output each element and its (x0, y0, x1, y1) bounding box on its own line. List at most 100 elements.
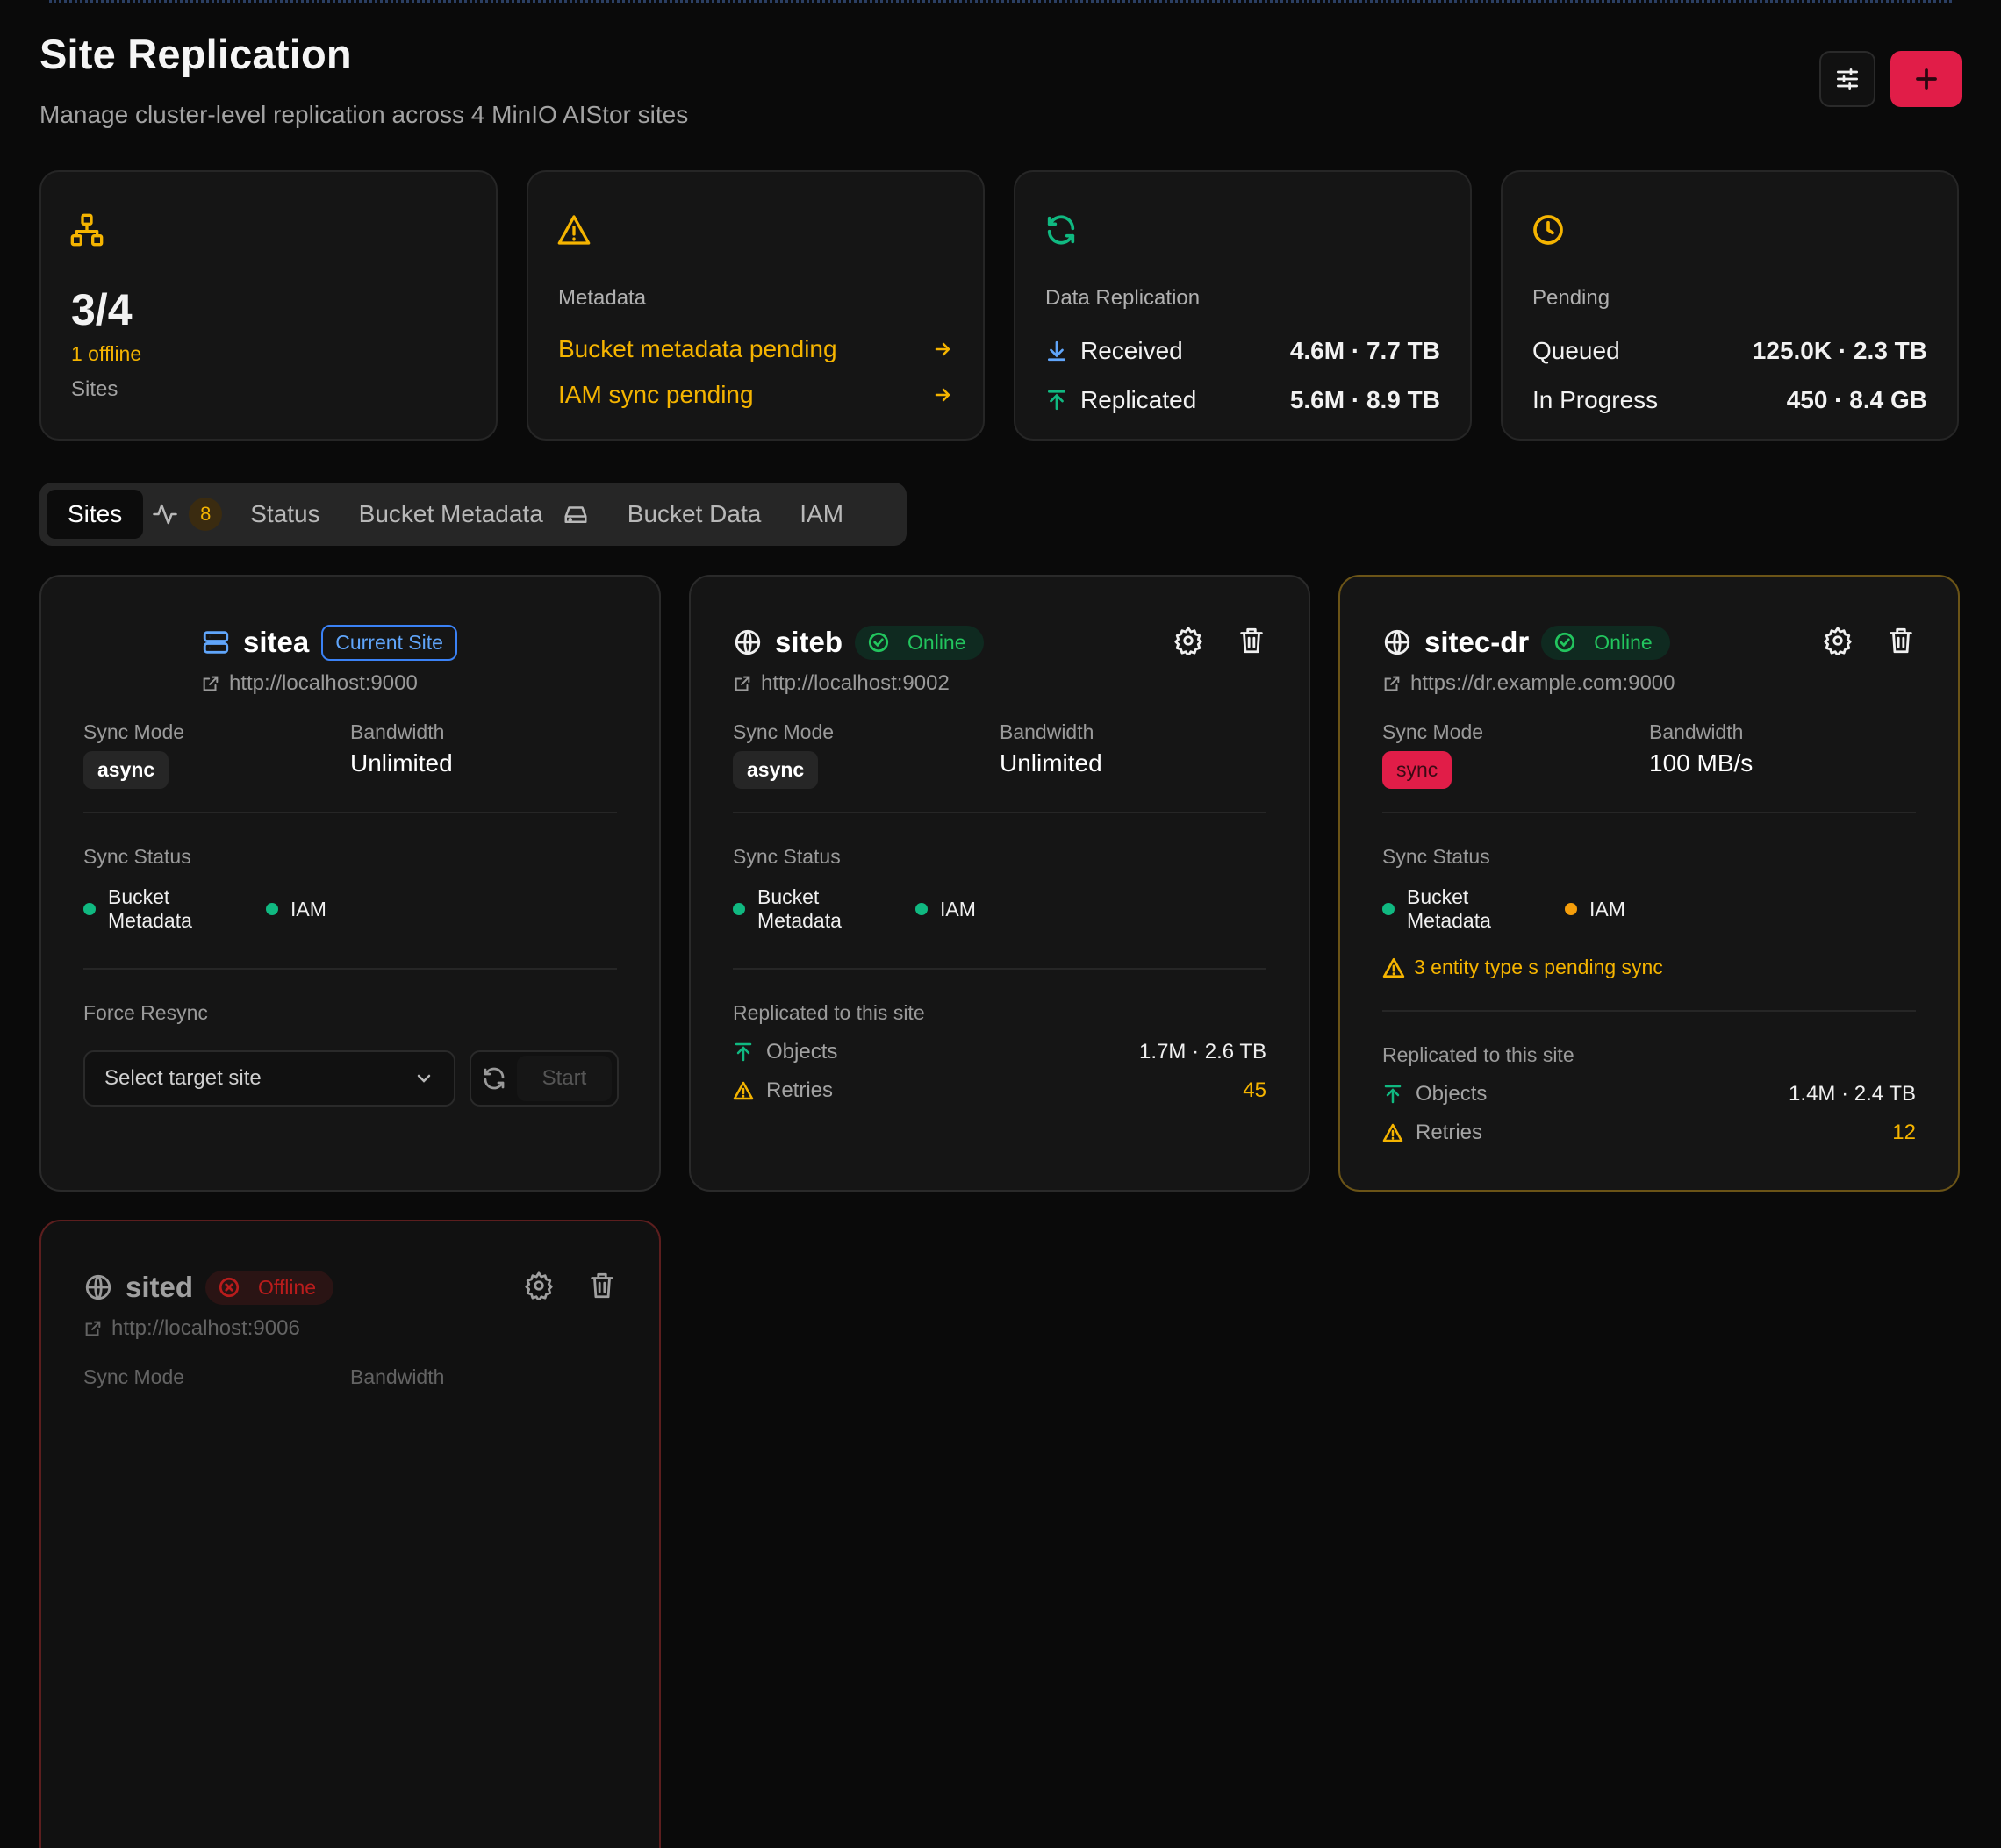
sync-status-row: Bucket Metadata IAM (1382, 885, 1625, 933)
settings-icon[interactable] (524, 1271, 554, 1300)
status-text: Offline (258, 1275, 317, 1299)
divider (733, 968, 1266, 970)
replicated-row: Replicated 5.6M · 8.9 TB (1045, 376, 1440, 425)
activity-badge: 8 (189, 498, 223, 531)
tab-activity[interactable]: 8 (143, 498, 231, 531)
site-card-header: siteb Online (733, 620, 1266, 664)
site-name: sitec-dr (1424, 626, 1530, 658)
status-dot (915, 903, 928, 915)
bucket-metadata-pending-link[interactable]: Bucket metadata pending (558, 326, 953, 372)
site-url[interactable]: http://localhost:9000 (201, 671, 418, 696)
trash-icon[interactable] (1886, 626, 1916, 655)
arrow-right-icon (935, 388, 950, 402)
site-url[interactable]: https://dr.example.com:9000 (1382, 671, 1675, 696)
in-progress-value: 450 · 8.4 GB (1786, 386, 1927, 413)
bandwidth-value: Unlimited (1000, 749, 1102, 777)
sync-mode-label: Sync Mode (733, 720, 835, 743)
site-url-text: http://localhost:9002 (761, 671, 950, 695)
pending-sync-text: 3 entity type s pending sync (1414, 956, 1663, 978)
force-resync-label: Force Resync (83, 1001, 208, 1024)
status-text: Online (1594, 630, 1653, 654)
site-card-sitec-dr: sitec-dr Online https://dr.example.com:9… (1338, 575, 1960, 1192)
resync-icon-button[interactable] (471, 1065, 517, 1092)
bucket-metadata-status-label: Bucket Metadata (757, 885, 842, 932)
refresh-icon (484, 1067, 505, 1090)
replicated-label: Replicated (1080, 386, 1197, 413)
retries-label: Retries (1416, 1121, 1483, 1144)
metadata-stat-card: Metadata Bucket metadata pending IAM syn… (527, 170, 985, 441)
in-progress-label: In Progress (1532, 386, 1659, 413)
received-value: 4.6M · 7.7 TB (1289, 337, 1440, 364)
sites-stat-card: 3/4 1 offline Sites (39, 170, 498, 441)
page-subtitle: Manage cluster-level replication across … (39, 101, 689, 128)
bandwidth-value: Unlimited (350, 749, 453, 777)
trash-icon[interactable] (1237, 626, 1266, 655)
pending-stat-card: Pending Queued 125.0K · 2.3 TB In Progre… (1501, 170, 1959, 441)
sync-status-label: Sync Status (83, 845, 191, 868)
iam-status: IAM (1565, 885, 1625, 933)
site-name: sitea (243, 626, 310, 658)
tab-bucket-data[interactable]: Bucket Data (627, 500, 762, 527)
status-dot (1382, 903, 1395, 915)
retries-label: Retries (766, 1078, 834, 1102)
objects-value: 1.4M · 2.4 TB (1789, 1082, 1916, 1106)
target-site-placeholder: Select target site (104, 1066, 262, 1090)
site-url[interactable]: http://localhost:9006 (83, 1316, 300, 1341)
retries-row: Retries 45 (733, 1078, 1266, 1103)
objects-row: Objects 1.7M · 2.6 TB (733, 1040, 1266, 1064)
tab-bucket-metadata[interactable]: Bucket Metadata (340, 490, 608, 539)
iam-status: IAM (915, 885, 976, 933)
check-circle-icon (868, 632, 889, 653)
warning-icon (1382, 1123, 1403, 1142)
trash-icon[interactable] (587, 1271, 617, 1300)
target-site-select[interactable]: Select target site (83, 1050, 455, 1107)
site-card-sited: sited Offline http://localhost:9006 Sync… (39, 1220, 661, 1848)
objects-label: Objects (1416, 1082, 1488, 1106)
metadata-caption: Metadata (558, 286, 647, 310)
sites-count: 3/4 (71, 285, 133, 334)
received-label: Received (1080, 337, 1183, 364)
pending-caption: Pending (1532, 286, 1610, 310)
external-link-icon (203, 676, 219, 691)
header-actions (1819, 51, 1962, 107)
divider (83, 968, 617, 970)
retries-row: Retries 12 (1382, 1121, 1916, 1145)
external-link-icon (1384, 676, 1400, 691)
sync-mode-value: sync (1382, 751, 1452, 789)
retries-value: 12 (1892, 1121, 1916, 1144)
sync-status-label: Sync Status (733, 845, 841, 868)
site-card-siteb: siteb Online http://localhost:9002 Sync … (689, 575, 1310, 1192)
site-card-header: sitea Current Site (201, 620, 617, 664)
bucket-metadata-status-label: Bucket Metadata (1407, 885, 1491, 932)
bucket-metadata-status: Bucket Metadata (733, 885, 915, 933)
received-row: Received 4.6M · 7.7 TB (1045, 326, 1440, 376)
divider (1382, 1010, 1916, 1012)
start-resync-button[interactable]: Start (517, 1056, 612, 1101)
site-card-header: sitec-dr Online (1382, 620, 1916, 664)
divider (83, 812, 617, 813)
settings-icon[interactable] (1173, 626, 1203, 655)
divider (1382, 812, 1916, 813)
tab-status[interactable]: Status (250, 500, 320, 527)
add-site-button[interactable] (1890, 51, 1962, 107)
check-circle-icon (1555, 632, 1575, 653)
iam-sync-pending-label: IAM sync pending (558, 381, 754, 408)
status-dot (83, 903, 96, 915)
in-progress-row: In Progress 450 · 8.4 GB (1532, 376, 1927, 425)
bandwidth-label: Bandwidth (350, 1365, 445, 1388)
site-card-tools (1823, 626, 1916, 655)
filter-button[interactable] (1819, 51, 1875, 107)
replicated-value: 5.6M · 8.9 TB (1289, 386, 1440, 413)
site-url[interactable]: http://localhost:9002 (733, 671, 950, 696)
offline-status-badge: Offline (205, 1270, 334, 1305)
tab-sites[interactable]: Sites (47, 490, 144, 539)
online-status-badge: Online (855, 625, 984, 660)
drive-icon (564, 506, 587, 523)
iam-status: IAM (266, 885, 326, 933)
external-link-icon (735, 676, 750, 691)
tab-bar: Sites 8 Status Bucket Metadata Bucket Da… (39, 483, 907, 546)
iam-sync-pending-link[interactable]: IAM sync pending (558, 372, 953, 418)
tab-iam[interactable]: IAM (800, 500, 844, 527)
settings-icon[interactable] (1823, 626, 1853, 655)
page-header: Site Replication Manage cluster-level re… (39, 30, 1962, 135)
